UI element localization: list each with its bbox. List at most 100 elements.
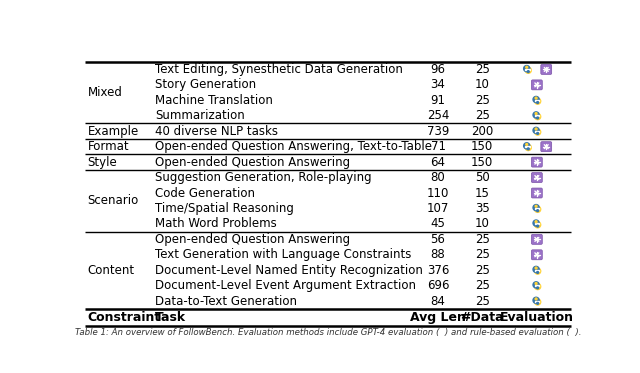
Text: Evaluation: Evaluation: [500, 311, 574, 324]
Bar: [535, 115, 539, 116]
Text: Constraint: Constraint: [88, 311, 161, 324]
FancyBboxPatch shape: [541, 65, 552, 74]
Circle shape: [534, 268, 541, 274]
Text: 25: 25: [475, 109, 490, 122]
Circle shape: [533, 112, 539, 118]
Circle shape: [536, 84, 538, 85]
Text: 34: 34: [431, 78, 445, 91]
Bar: [535, 270, 539, 271]
Circle shape: [533, 220, 539, 226]
Bar: [535, 301, 539, 302]
Text: 200: 200: [471, 125, 493, 138]
Circle shape: [537, 225, 539, 227]
Text: Task: Task: [155, 311, 186, 324]
Bar: [535, 223, 539, 225]
Circle shape: [535, 113, 537, 115]
FancyBboxPatch shape: [531, 80, 542, 90]
Text: Summarization: Summarization: [155, 109, 245, 122]
Circle shape: [533, 204, 539, 211]
Text: 150: 150: [471, 140, 493, 153]
Circle shape: [537, 117, 539, 119]
Circle shape: [535, 221, 537, 223]
Text: 25: 25: [475, 248, 490, 261]
Circle shape: [525, 67, 531, 73]
Circle shape: [527, 71, 529, 73]
Circle shape: [534, 98, 541, 104]
FancyBboxPatch shape: [541, 142, 552, 152]
Text: Suggestion Generation, Role-playing: Suggestion Generation, Role-playing: [155, 171, 372, 184]
Text: 10: 10: [475, 78, 490, 91]
Text: Document-Level Event Argument Extraction: Document-Level Event Argument Extraction: [155, 279, 416, 292]
FancyBboxPatch shape: [531, 234, 542, 244]
Text: Story Generation: Story Generation: [155, 78, 256, 91]
Circle shape: [537, 303, 539, 304]
Circle shape: [526, 66, 527, 68]
Text: Data-to-Text Generation: Data-to-Text Generation: [155, 295, 297, 308]
Bar: [535, 285, 539, 286]
Circle shape: [536, 162, 538, 163]
Text: 10: 10: [475, 217, 490, 231]
Bar: [535, 131, 539, 132]
Text: Open-ended Question Answering, Text-to-Table: Open-ended Question Answering, Text-to-T…: [155, 140, 432, 153]
Text: 96: 96: [431, 63, 445, 76]
Circle shape: [535, 298, 537, 300]
Text: Style: Style: [88, 156, 118, 169]
Text: Mixed: Mixed: [88, 86, 123, 99]
Circle shape: [533, 97, 539, 103]
Text: 80: 80: [431, 171, 445, 184]
Bar: [525, 146, 530, 147]
Text: 150: 150: [471, 156, 493, 169]
Circle shape: [537, 287, 539, 289]
Circle shape: [535, 283, 537, 285]
Text: 56: 56: [431, 233, 445, 246]
Circle shape: [546, 69, 547, 70]
Text: 25: 25: [475, 279, 490, 292]
Circle shape: [534, 113, 541, 120]
Circle shape: [546, 146, 547, 147]
Circle shape: [536, 192, 538, 194]
Text: #Data: #Data: [460, 311, 504, 324]
Circle shape: [527, 148, 529, 150]
Text: Format: Format: [88, 140, 129, 153]
Circle shape: [533, 282, 539, 288]
Circle shape: [524, 66, 530, 72]
Circle shape: [533, 266, 539, 272]
Text: 25: 25: [475, 94, 490, 107]
Text: 50: 50: [475, 171, 490, 184]
Text: Open-ended Question Answering: Open-ended Question Answering: [155, 233, 350, 246]
Text: Code Generation: Code Generation: [155, 186, 255, 200]
Text: Example: Example: [88, 125, 139, 138]
Circle shape: [534, 222, 541, 228]
Circle shape: [536, 177, 538, 178]
Circle shape: [537, 272, 539, 273]
FancyBboxPatch shape: [531, 188, 542, 198]
Circle shape: [537, 210, 539, 211]
Text: Scenario: Scenario: [88, 194, 139, 207]
Text: Content: Content: [88, 264, 135, 277]
Text: 40 diverse NLP tasks: 40 diverse NLP tasks: [155, 125, 278, 138]
FancyBboxPatch shape: [531, 173, 542, 182]
Text: 88: 88: [431, 248, 445, 261]
Circle shape: [536, 254, 538, 256]
Circle shape: [537, 132, 539, 134]
Circle shape: [533, 297, 539, 303]
Circle shape: [534, 283, 541, 289]
Circle shape: [525, 144, 531, 151]
Text: 696: 696: [427, 279, 449, 292]
Bar: [535, 100, 539, 101]
Circle shape: [535, 205, 537, 207]
FancyBboxPatch shape: [531, 157, 542, 167]
Text: Table 1: An overview of FollowBench. Evaluation methods include GPT-4 evaluation: Table 1: An overview of FollowBench. Eva…: [75, 328, 581, 337]
Text: Math Word Problems: Math Word Problems: [155, 217, 277, 231]
Text: 15: 15: [475, 186, 490, 200]
Circle shape: [534, 299, 541, 305]
Text: Text Editing, Synesthetic Data Generation: Text Editing, Synesthetic Data Generatio…: [155, 63, 403, 76]
Circle shape: [535, 128, 537, 130]
Text: 25: 25: [475, 63, 490, 76]
Circle shape: [536, 239, 538, 240]
Text: 739: 739: [427, 125, 449, 138]
Bar: [535, 208, 539, 209]
Circle shape: [535, 97, 537, 99]
Text: Time/Spatial Reasoning: Time/Spatial Reasoning: [155, 202, 294, 215]
FancyBboxPatch shape: [531, 250, 542, 260]
